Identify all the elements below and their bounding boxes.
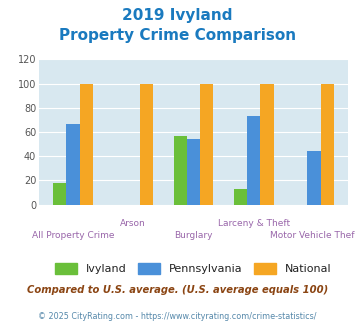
Bar [174,136,187,205]
Text: Burglary: Burglary [174,231,213,240]
Bar [307,151,321,205]
Bar [140,83,153,205]
Legend: Ivyland, Pennsylvania, National: Ivyland, Pennsylvania, National [51,259,336,279]
Text: Motor Vehicle Theft: Motor Vehicle Theft [270,231,355,240]
Text: 2019 Ivyland: 2019 Ivyland [122,8,233,23]
Bar [200,83,213,205]
Bar [321,83,334,205]
Text: Compared to U.S. average. (U.S. average equals 100): Compared to U.S. average. (U.S. average … [27,285,328,295]
Bar [260,83,274,205]
Bar [247,116,260,205]
Text: Larceny & Theft: Larceny & Theft [218,219,290,228]
Bar [66,123,80,205]
Bar [234,189,247,205]
Bar [53,183,66,205]
Text: © 2025 CityRating.com - https://www.cityrating.com/crime-statistics/: © 2025 CityRating.com - https://www.city… [38,312,317,321]
Bar [187,139,200,205]
Text: Property Crime Comparison: Property Crime Comparison [59,28,296,43]
Text: Arson: Arson [120,219,146,228]
Text: All Property Crime: All Property Crime [32,231,114,240]
Bar [80,83,93,205]
